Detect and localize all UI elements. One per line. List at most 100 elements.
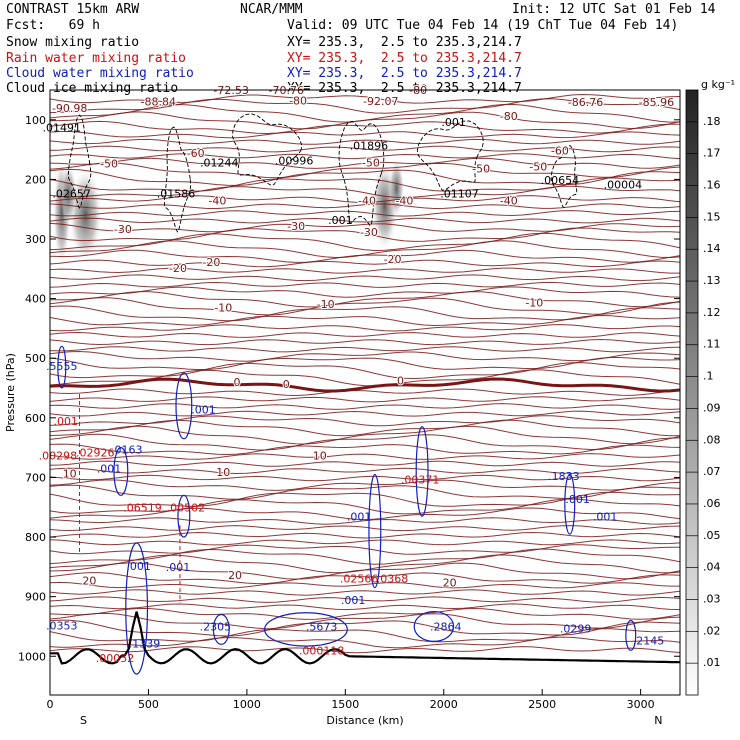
temperature-label: -50: [362, 156, 380, 169]
colorbar-label: .18: [703, 115, 721, 128]
field-cloudwater-xy: XY= 235.3, 2.5 to 235.3,214.7: [287, 66, 522, 81]
cloud-water-maximum: .001: [191, 404, 216, 417]
temperature-label: 10: [63, 467, 77, 480]
temperature-label: -90.98: [52, 102, 87, 115]
y-axis-title: Pressure (hPa): [4, 353, 17, 432]
temperature-contour-line: [50, 286, 680, 298]
cloud-ice-maximum: .00004: [604, 178, 643, 191]
cloud-water-contour: [625, 619, 637, 651]
temperature-contour-line: [50, 572, 680, 585]
temperature-label: -60: [551, 144, 569, 157]
y-tick-label: 900: [25, 591, 46, 604]
terrain-line: [50, 611, 680, 665]
snow-shading-4: [388, 158, 405, 219]
cloud-water-contour: [263, 612, 348, 647]
temperature-contour-line: [50, 111, 680, 130]
temperature-contour-line: [50, 346, 680, 353]
model-title: CONTRAST 15km ARW: [6, 2, 140, 17]
temperature-contour-line: [50, 539, 680, 546]
cloud-water-maximum: .5673: [306, 621, 338, 634]
rain-water-maximum: .00052: [96, 652, 135, 665]
cloud-water-maximum: .1833: [548, 470, 580, 483]
temperature-label: 10: [313, 450, 327, 463]
cloud-ice-maximum: .01491: [43, 122, 82, 135]
forecast-hour: Fcst: 69 h: [6, 18, 100, 33]
temperature-label: -10: [317, 298, 335, 311]
temperature-contour-line: [50, 433, 680, 451]
temperature-contour-line: [50, 403, 680, 410]
temperature-contour-line: [50, 619, 680, 637]
rain-water-maximum: .00371: [401, 473, 440, 486]
colorbar-label: .01: [703, 656, 721, 669]
colorbar-label: .12: [703, 306, 721, 319]
temperature-contour-line: [50, 338, 680, 346]
cloud-water-maximum: .2145: [633, 634, 665, 647]
field-rain-xy: XY= 235.3, 2.5 to 235.3,214.7: [287, 51, 522, 66]
plot-frame: [49, 89, 681, 696]
temperature-contour-line: [50, 227, 680, 242]
temperature-contour-line: [50, 443, 680, 456]
cloud-ice-maximum: .00654: [541, 174, 580, 187]
cloud-water-contour: [113, 447, 129, 496]
temperature-label: -20: [384, 253, 402, 266]
x-tick-label: 0: [47, 698, 54, 711]
rain-water-maximum: .02566: [340, 572, 379, 585]
temperature-label: 0: [283, 378, 290, 391]
temperature-contour-line: [50, 388, 680, 397]
rain-water-maximum: .001: [54, 415, 79, 428]
temperature-contour-line: [50, 612, 680, 630]
temperature-label: -30: [360, 226, 378, 239]
temperature-contour-line: [50, 396, 680, 403]
temperature-contour-line: [50, 425, 680, 445]
temperature-contour-line: [50, 636, 680, 649]
temperature-contour-line: [50, 596, 680, 603]
temperature-contour-line: [50, 646, 680, 654]
temperature-contour-line: [50, 195, 680, 204]
valid-time: Valid: 09 UTC Tue 04 Feb 14 (19 ChT Tue …: [287, 18, 679, 33]
rain-water-maximum: .0368: [377, 572, 409, 585]
temperature-contour-line: [50, 377, 680, 393]
cloud-water-contour: [413, 610, 455, 642]
cloud-water-contour: [564, 473, 576, 535]
y-tick-label: 200: [25, 173, 46, 186]
colorbar-label: .13: [703, 274, 721, 287]
temperature-label: -72.53: [213, 84, 248, 97]
temperature-contour-line: [50, 98, 680, 114]
temperature-contour-line: [50, 357, 680, 370]
field-snow-xy: XY= 235.3, 2.5 to 235.3,214.7: [287, 35, 522, 50]
y-tick-label: 800: [25, 531, 46, 544]
x-axis-title: Distance (km): [326, 714, 403, 727]
colorbar-label: .05: [703, 529, 721, 542]
temperature-contour-line: [50, 203, 680, 210]
temperature-label: -80: [409, 84, 427, 97]
temperature-contour-line: [50, 474, 680, 482]
temperature-label: -80: [289, 94, 307, 107]
temperature-contour-line: [50, 628, 680, 643]
temperature-label: 0: [234, 376, 241, 389]
cloud-ice-maximum: .01244: [200, 156, 239, 169]
cloud-ice-contour: [416, 120, 484, 191]
temperature-label: -20: [169, 262, 187, 275]
temperature-contour-line: [50, 168, 680, 187]
cloud-water-maximum: .0299: [560, 622, 592, 635]
temperature-contour-line: [50, 369, 680, 387]
cloud-water-maximum: .001: [593, 510, 618, 523]
field-cloudice-xy: XY= 235.3, 2.5 to 235.3,214.7: [287, 81, 522, 96]
cloud-water-maximum: .0353: [46, 619, 78, 632]
cloud-water-maximum: .001: [347, 510, 372, 523]
temperature-label: -40: [500, 194, 518, 207]
temperature-contour-line: [50, 314, 680, 327]
cloud-water-maximum: .001: [97, 463, 122, 476]
temperature-contour-line: [50, 362, 680, 380]
colorbar-label: .06: [703, 497, 721, 510]
field-snow-name: Snow mixing ratio: [6, 35, 140, 50]
y-tick-label: 600: [25, 412, 46, 425]
colorbar-label: .09: [703, 401, 721, 414]
field-rain-name: Rain water mixing ratio: [6, 51, 187, 66]
y-tick-label: 500: [25, 352, 46, 365]
temperature-contour-line: [50, 145, 680, 153]
cloud-water-maximum: .001: [341, 594, 366, 607]
temperature-contour-line: [50, 460, 680, 467]
rain-water-maximum: .06519: [123, 501, 162, 514]
temperature-contour-line: [50, 479, 680, 491]
